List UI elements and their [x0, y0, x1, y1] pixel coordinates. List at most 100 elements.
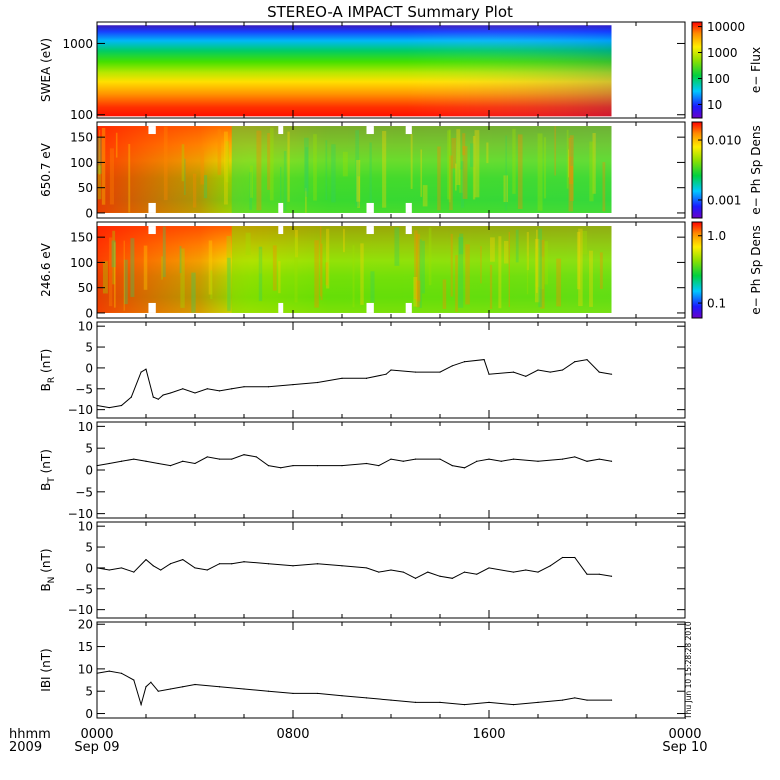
spectrogram-streak [421, 240, 425, 294]
spectrogram-streak [544, 241, 548, 285]
data-point [145, 460, 147, 462]
data-point [414, 458, 417, 460]
spectrogram-streak [161, 256, 163, 280]
spectrogram-streak [325, 140, 328, 200]
spectrogram-streak [394, 227, 400, 266]
data-point [108, 462, 110, 465]
x-tick-label-date: Sep 10 [662, 740, 707, 755]
data-gap [148, 226, 156, 235]
spectrogram-shading [231, 226, 612, 313]
y-tick-label: 0 [85, 206, 93, 220]
spectrogram-streak [278, 261, 281, 294]
y-axis-label-main: B [39, 483, 53, 491]
panel-br: −10 −5 0 5 10 BR (nT) [39, 320, 686, 419]
spectrogram-streak [582, 230, 588, 255]
spectrogram-streak [259, 249, 262, 274]
spectrogram-streak [449, 155, 453, 211]
y-tick-label: 15 [78, 640, 93, 654]
data-gap [405, 202, 412, 213]
spectrogram-streak [111, 240, 116, 268]
spectrogram-streak [537, 133, 543, 211]
spectrogram-streak [249, 165, 254, 198]
series-line-bmag [96, 670, 612, 707]
spectrogram-streak [130, 238, 135, 297]
spectrogram-streak [486, 142, 489, 164]
panel-swea: 100 1000 SWEA (eV) 10 100 1000 10000 e− Flux [39, 20, 763, 122]
data-point [231, 388, 233, 390]
colorbar-tick-label: 0.010 [707, 134, 741, 148]
data-point [316, 381, 319, 384]
spectrogram-streak [480, 246, 482, 284]
spectrogram-streak [108, 237, 113, 307]
spectrogram-streak [568, 137, 574, 212]
spectrogram-streak [203, 175, 208, 199]
data-point [525, 375, 527, 377]
spectrogram-streak [267, 133, 271, 190]
spectrogram-streak [227, 257, 231, 311]
y-axis-label-unit: (nT) [39, 548, 53, 576]
spectrogram-streak [258, 246, 263, 302]
data-point [476, 460, 478, 462]
y-tick-label: 20 [78, 618, 93, 632]
data-point [182, 460, 184, 462]
spectrogram-streak [576, 231, 581, 290]
spectrogram-streak [325, 262, 329, 286]
y-axis-label: BR (nT) [39, 349, 57, 392]
colorbar-tick-label: 0.1 [707, 297, 726, 311]
data-point [206, 388, 208, 390]
series-line-bt [96, 454, 612, 469]
data-point [182, 388, 184, 390]
data-point [145, 686, 147, 688]
spectrogram-streak [570, 138, 574, 166]
spectrogram-streak [458, 237, 464, 308]
data-point [341, 695, 343, 697]
y-tick-label: 0 [85, 464, 93, 478]
spectrogram-streak [342, 151, 348, 177]
data-point [162, 394, 164, 396]
data-point [561, 699, 564, 701]
spectrogram-streak [304, 137, 309, 192]
data-point [402, 460, 404, 462]
spectrogram-streak [179, 245, 182, 274]
spectrogram-streak [592, 133, 596, 194]
plot-frame [96, 421, 686, 519]
x-tick-label-time: 1600 [472, 727, 505, 742]
spectrogram-streak [113, 242, 116, 308]
data-point [488, 373, 490, 375]
data-gap [405, 126, 412, 135]
data-gap [405, 302, 412, 313]
x-axis-row2-label: 2009 [9, 740, 42, 755]
spectrogram-streak [162, 226, 166, 277]
data-point [378, 465, 380, 467]
spectrogram-streak [414, 230, 418, 300]
data-point [218, 390, 221, 392]
spectrogram-streak [192, 173, 197, 208]
spectrogram-streak [505, 135, 507, 211]
spectrogram-streak [357, 176, 360, 208]
spectrogram-streak [99, 129, 101, 175]
y-tick-label: 0 [85, 707, 93, 721]
data-point [537, 369, 539, 371]
spectrogram-streak [101, 127, 106, 205]
spectrogram-streak [428, 227, 432, 286]
spectrogram-streak [181, 144, 185, 182]
y-tick-label: 5 [85, 541, 93, 555]
data-point [512, 571, 515, 573]
colorbar [691, 221, 703, 319]
data-point [574, 361, 576, 363]
data-point [610, 699, 613, 701]
spectrogram-streak [225, 141, 229, 183]
spectrogram-streak [280, 166, 282, 208]
y-axis-label: 650.7 eV [39, 142, 53, 197]
data-point [152, 396, 154, 398]
spectrogram-streak [599, 252, 603, 289]
data-point [292, 465, 294, 467]
data-point [160, 569, 162, 571]
data-point [316, 563, 319, 565]
data-point [598, 573, 600, 575]
chart-title: STEREO-A IMPACT Summary Plot [267, 3, 513, 21]
spectrogram-streak [470, 143, 475, 167]
